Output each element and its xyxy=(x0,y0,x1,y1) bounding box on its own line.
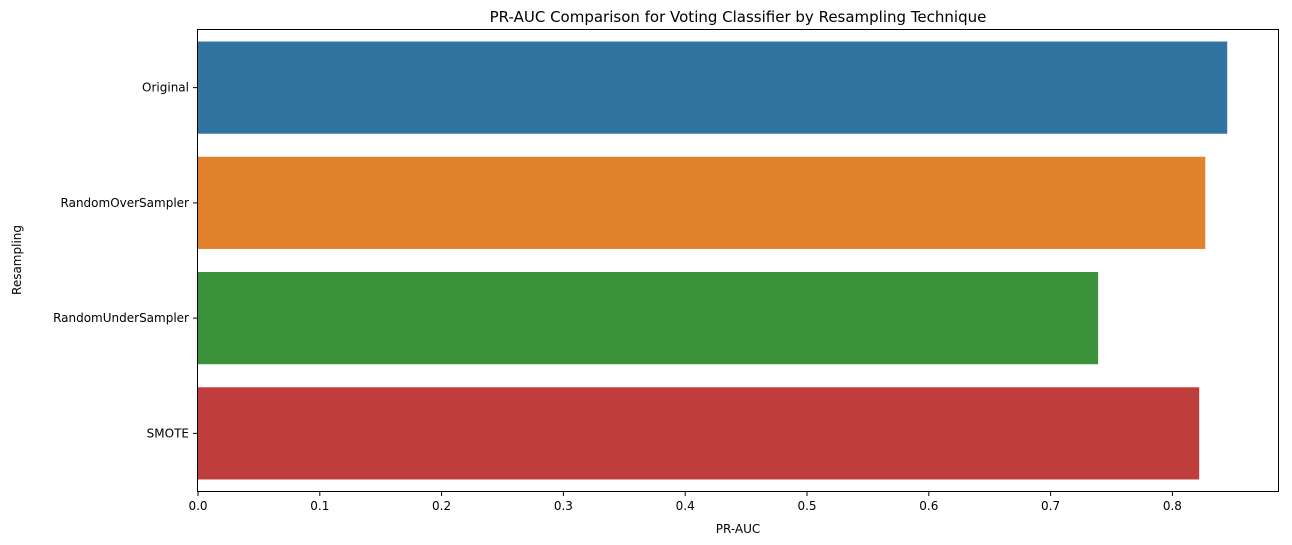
bar-randomundersampler xyxy=(198,272,1099,365)
x-ticks-group: 0.0 0.1 0.2 0.3 0.4 0.5 0.6 0.7 0.8 xyxy=(188,491,1182,513)
x-tick-label: 0.1 xyxy=(310,499,329,513)
x-tick-label: 0.2 xyxy=(432,499,451,513)
y-tick-label: RandomUnderSampler xyxy=(53,311,189,325)
x-tick-label: 0.3 xyxy=(554,499,573,513)
x-tick-label: 0.8 xyxy=(1163,499,1182,513)
x-tick-label: 0.5 xyxy=(797,499,816,513)
x-tick-label: 0.7 xyxy=(1041,499,1060,513)
bar-original xyxy=(198,41,1228,134)
y-axis-label: Resampling xyxy=(10,225,24,295)
x-axis-label: PR-AUC xyxy=(716,522,761,536)
plot-frame xyxy=(197,29,1279,492)
bar-smote xyxy=(198,387,1200,480)
x-tick-label: 0.6 xyxy=(919,499,938,513)
y-tick-label: Original xyxy=(142,81,189,95)
x-tick-label: 0.4 xyxy=(676,499,695,513)
bar-randomoversampler xyxy=(198,156,1206,249)
chart-title: PR-AUC Comparison for Voting Classifier … xyxy=(490,8,987,26)
y-tick-label: SMOTE xyxy=(147,426,189,440)
x-tick-label: 0.0 xyxy=(188,499,207,513)
y-ticks-group: Original RandomOverSampler RandomUnderSamp… xyxy=(53,81,198,440)
y-tick-label: RandomOverSampler xyxy=(61,196,190,210)
bars-group xyxy=(198,41,1228,480)
